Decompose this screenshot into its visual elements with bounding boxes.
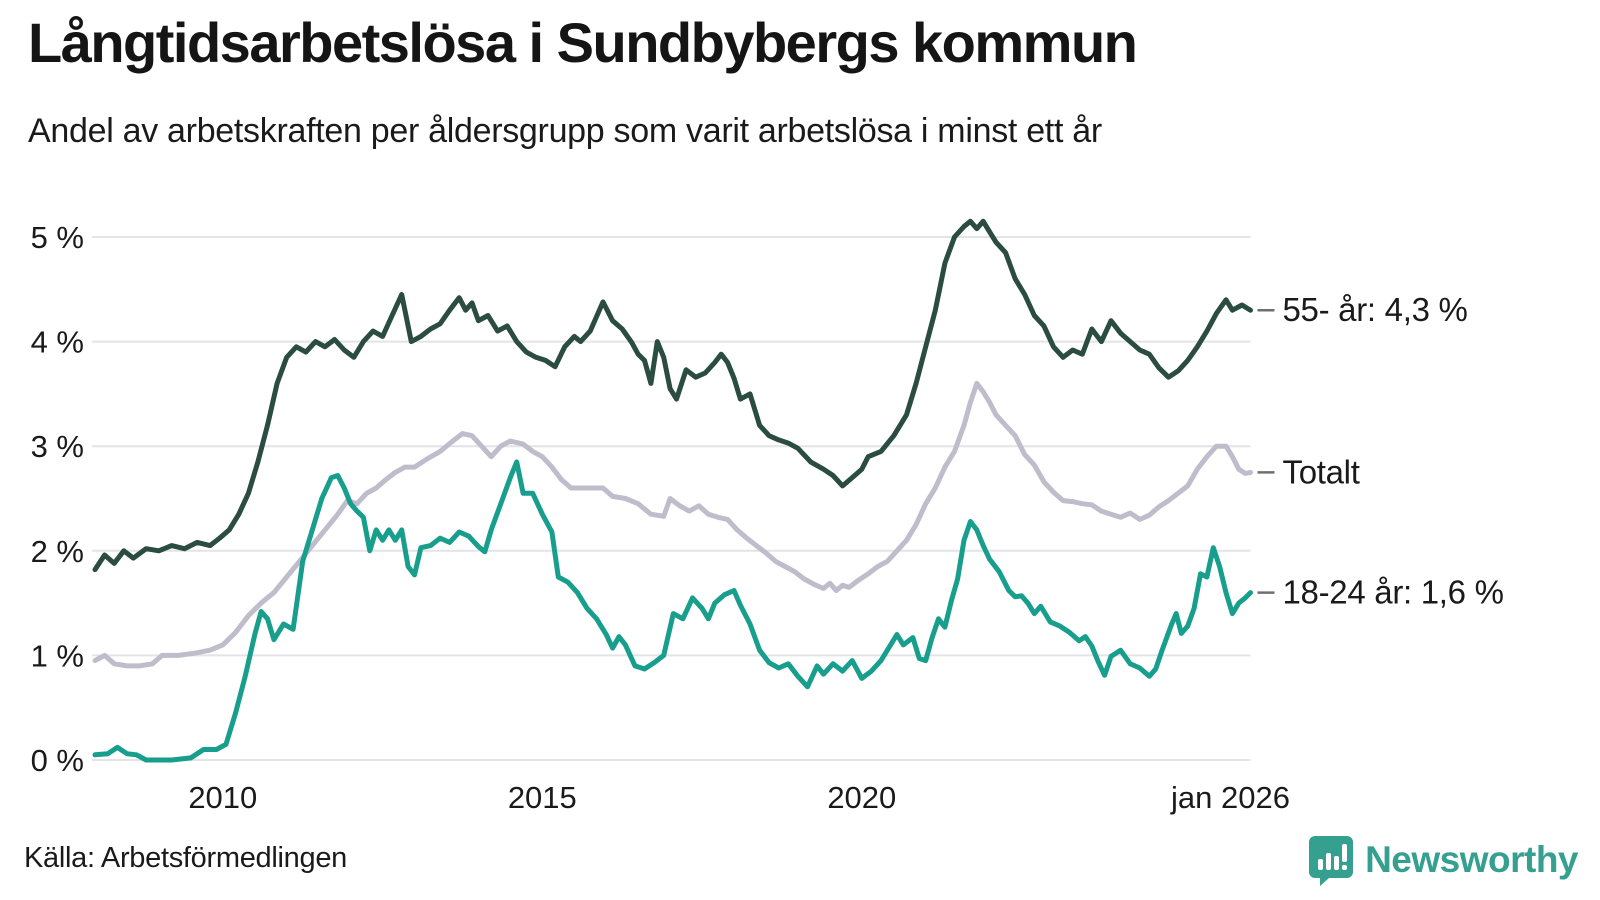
source-note: Källa: Arbetsförmedlingen bbox=[24, 842, 347, 874]
y-axis-tick-label: 0 % bbox=[31, 743, 84, 778]
axis-layer: 0 % 1 % 2 % 3 % 4 % 5 % 2010 2015 2020 jan 2026 bbox=[31, 220, 1290, 815]
y-axis-tick-label: 5 % bbox=[31, 220, 84, 255]
x-axis-tick-label: 2015 bbox=[508, 780, 577, 815]
brand-name: Newsworthy bbox=[1365, 839, 1578, 880]
page-subtitle: Andel av arbetskraften per åldersgrupp s… bbox=[28, 112, 1102, 150]
y-axis-tick-label: 1 % bbox=[31, 638, 84, 673]
grid-layer bbox=[92, 236, 1251, 761]
newsworthy-logo-icon bbox=[1309, 836, 1354, 886]
series-line-18-24-år bbox=[92, 459, 1253, 763]
y-axis-tick-label: 2 % bbox=[31, 534, 84, 569]
page-title: Långtidsarbetslösa i Sundbybergs kommun bbox=[28, 11, 1138, 74]
x-axis-tick-label: 2020 bbox=[827, 780, 896, 815]
series-line-55--år bbox=[92, 218, 1253, 573]
x-axis-tick-label: jan 2026 bbox=[1170, 780, 1290, 815]
brand-lockup: Newsworthy bbox=[1307, 834, 1578, 886]
series-end-label: 18-24 år: 1,6 % bbox=[1283, 574, 1504, 611]
series-end-labels: 55- år: 4,3 % Totalt 18-24 år: 1,6 % bbox=[1257, 291, 1504, 611]
y-axis-tick-label: 3 % bbox=[31, 429, 84, 464]
y-axis-tick-label: 4 % bbox=[31, 325, 84, 360]
series-end-label: 55- år: 4,3 % bbox=[1283, 291, 1468, 328]
series-layer bbox=[92, 218, 1253, 763]
x-axis-tick-label: 2010 bbox=[188, 780, 257, 815]
series-end-label: Totalt bbox=[1283, 453, 1360, 490]
series-line-totalt bbox=[92, 380, 1253, 669]
